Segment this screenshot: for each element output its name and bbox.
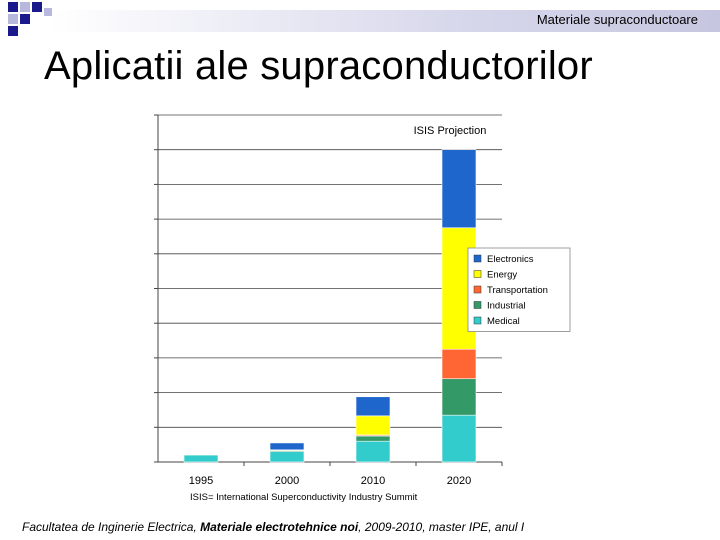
x-tick-label: 2020 bbox=[447, 475, 471, 487]
bar-energy-2010 bbox=[355, 415, 391, 436]
stacked-bar-chart: 1995 2000 2010 2020 ISIS Projection Electroni… bbox=[154, 114, 571, 503]
bar-industrial-2010 bbox=[355, 435, 391, 442]
legend-swatch-energy bbox=[473, 270, 482, 278]
legend-box bbox=[467, 247, 571, 332]
footer-course: Materiale electrotehnice noi bbox=[200, 520, 359, 534]
legend-label-industrial: Industrial bbox=[487, 301, 526, 312]
legend-swatch-industrial bbox=[473, 301, 482, 309]
bar-medical-2020 bbox=[441, 414, 477, 463]
legend-swatch-electronics bbox=[473, 254, 482, 263]
x-tick-label: 2010 bbox=[361, 475, 385, 487]
legend-label-transportation: Transportation bbox=[487, 285, 548, 296]
decorative-squares bbox=[8, 2, 52, 36]
bar-industrial-2020 bbox=[441, 378, 477, 416]
chart-title: ISIS Projection bbox=[414, 125, 487, 137]
header-decoration-bar bbox=[50, 10, 720, 32]
footer-part3: , 2009-2010, master IPE, anul I bbox=[358, 520, 525, 534]
bar-electronics-2010 bbox=[355, 396, 391, 417]
bar-medical-2000 bbox=[269, 451, 305, 463]
bar-electronics-2000 bbox=[269, 442, 305, 451]
running-title: Materiale supraconductoare bbox=[536, 12, 698, 27]
legend-swatch-transportation bbox=[473, 285, 482, 294]
bar-transportation-2020 bbox=[441, 348, 477, 380]
chart-note: ISIS= International Superconductivity In… bbox=[190, 492, 418, 503]
footer-part1: Facultatea de Inginerie Electrica, bbox=[22, 520, 201, 534]
bar-electronics-2020 bbox=[441, 149, 477, 229]
legend-label-energy: Energy bbox=[487, 270, 517, 281]
slide-title: Aplicatii ale supraconductorilor bbox=[44, 44, 593, 88]
legend-label-medical: Medical bbox=[487, 316, 520, 327]
legend-swatch-medical bbox=[473, 316, 482, 325]
legend-label-electronics: Electronics bbox=[487, 254, 534, 265]
x-tick-label: 1995 bbox=[189, 475, 213, 487]
x-tick-label: 2000 bbox=[275, 475, 299, 487]
footer-text: Facultatea de Inginerie Electrica, Mater… bbox=[22, 520, 524, 534]
bar-medical-2010 bbox=[355, 440, 391, 463]
bar-medical-1995 bbox=[183, 454, 219, 463]
